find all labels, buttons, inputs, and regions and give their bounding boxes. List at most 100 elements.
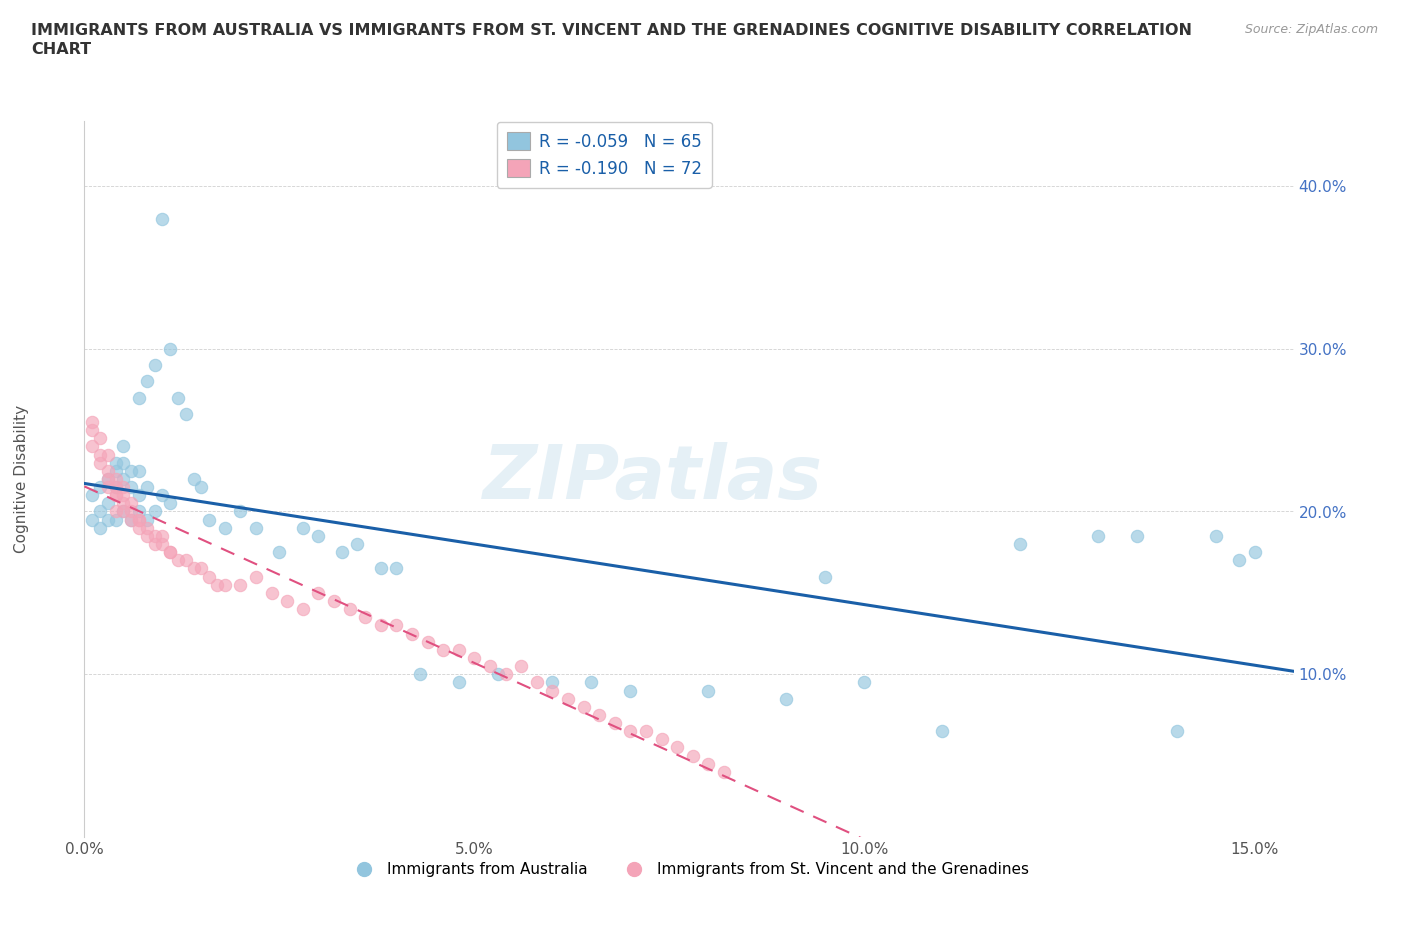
Point <box>1243 545 1265 560</box>
Point <box>385 618 408 633</box>
Point <box>104 504 127 519</box>
Point <box>128 512 150 527</box>
Point <box>291 602 314 617</box>
Point <box>143 504 166 519</box>
Point <box>159 341 181 356</box>
Point <box>150 537 173 551</box>
Point <box>82 422 104 438</box>
Point <box>128 463 150 478</box>
Point <box>1205 528 1227 543</box>
Point <box>97 472 120 486</box>
Point <box>581 675 603 690</box>
Point <box>120 504 142 519</box>
Point <box>143 358 166 373</box>
Point <box>634 724 657 738</box>
Point <box>143 528 166 543</box>
Point <box>89 504 111 519</box>
Point <box>104 480 127 495</box>
Point <box>159 545 181 560</box>
Point <box>214 521 236 536</box>
Point <box>931 724 953 738</box>
Point <box>150 211 173 226</box>
Text: IMMIGRANTS FROM AUSTRALIA VS IMMIGRANTS FROM ST. VINCENT AND THE GRENADINES COGN: IMMIGRANTS FROM AUSTRALIA VS IMMIGRANTS … <box>31 23 1192 38</box>
Point <box>159 545 181 560</box>
Point <box>447 675 470 690</box>
Point <box>97 463 120 478</box>
Point <box>174 552 197 567</box>
Point <box>89 431 111 445</box>
Point <box>526 675 548 690</box>
Point <box>89 455 111 470</box>
Point <box>447 643 470 658</box>
Point <box>128 504 150 519</box>
Point <box>214 578 236 592</box>
Point <box>307 528 329 543</box>
Point <box>370 561 392 576</box>
Point <box>112 480 135 495</box>
Point <box>463 651 485 666</box>
Point <box>150 487 173 502</box>
Point <box>97 512 120 527</box>
Point <box>128 521 150 536</box>
Point <box>104 463 127 478</box>
Point <box>112 487 135 502</box>
Point <box>205 578 228 592</box>
Point <box>697 683 720 698</box>
Point <box>104 472 127 486</box>
Point <box>89 521 111 536</box>
Point <box>307 586 329 601</box>
Point <box>588 708 610 723</box>
Point <box>190 561 212 576</box>
Point <box>174 406 197 421</box>
Point <box>135 521 157 536</box>
Point <box>120 512 142 527</box>
Point <box>697 756 720 771</box>
Point <box>495 667 517 682</box>
Point <box>135 512 157 527</box>
Point <box>229 504 252 519</box>
Point <box>112 504 135 519</box>
Point <box>112 455 135 470</box>
Point <box>97 472 120 486</box>
Point <box>346 537 368 551</box>
Point <box>104 455 127 470</box>
Point <box>245 521 267 536</box>
Point <box>330 545 353 560</box>
Point <box>82 439 104 454</box>
Point <box>385 561 408 576</box>
Point <box>104 512 127 527</box>
Point <box>183 472 205 486</box>
Point <box>104 487 127 502</box>
Point <box>198 512 221 527</box>
Point <box>183 561 205 576</box>
Point <box>150 528 173 543</box>
Point <box>89 480 111 495</box>
Point <box>486 667 509 682</box>
Point <box>135 374 157 389</box>
Point <box>82 512 104 527</box>
Text: Source: ZipAtlas.com: Source: ZipAtlas.com <box>1244 23 1378 36</box>
Point <box>276 593 298 608</box>
Point <box>97 480 120 495</box>
Point <box>541 675 564 690</box>
Point <box>82 415 104 430</box>
Point <box>1087 528 1109 543</box>
Point <box>666 740 689 755</box>
Point <box>112 439 135 454</box>
Point <box>112 472 135 486</box>
Point <box>120 463 142 478</box>
Point <box>112 504 135 519</box>
Point <box>651 732 673 747</box>
Legend: Immigrants from Australia, Immigrants from St. Vincent and the Grenadines: Immigrants from Australia, Immigrants fr… <box>343 856 1035 884</box>
Point <box>814 569 837 584</box>
Point <box>198 569 221 584</box>
Point <box>128 512 150 527</box>
Point <box>1126 528 1149 543</box>
Point <box>229 578 252 592</box>
Point <box>541 683 564 698</box>
Point <box>416 634 439 649</box>
Point <box>401 626 423 641</box>
Point <box>190 480 212 495</box>
Point <box>104 480 127 495</box>
Point <box>245 569 267 584</box>
